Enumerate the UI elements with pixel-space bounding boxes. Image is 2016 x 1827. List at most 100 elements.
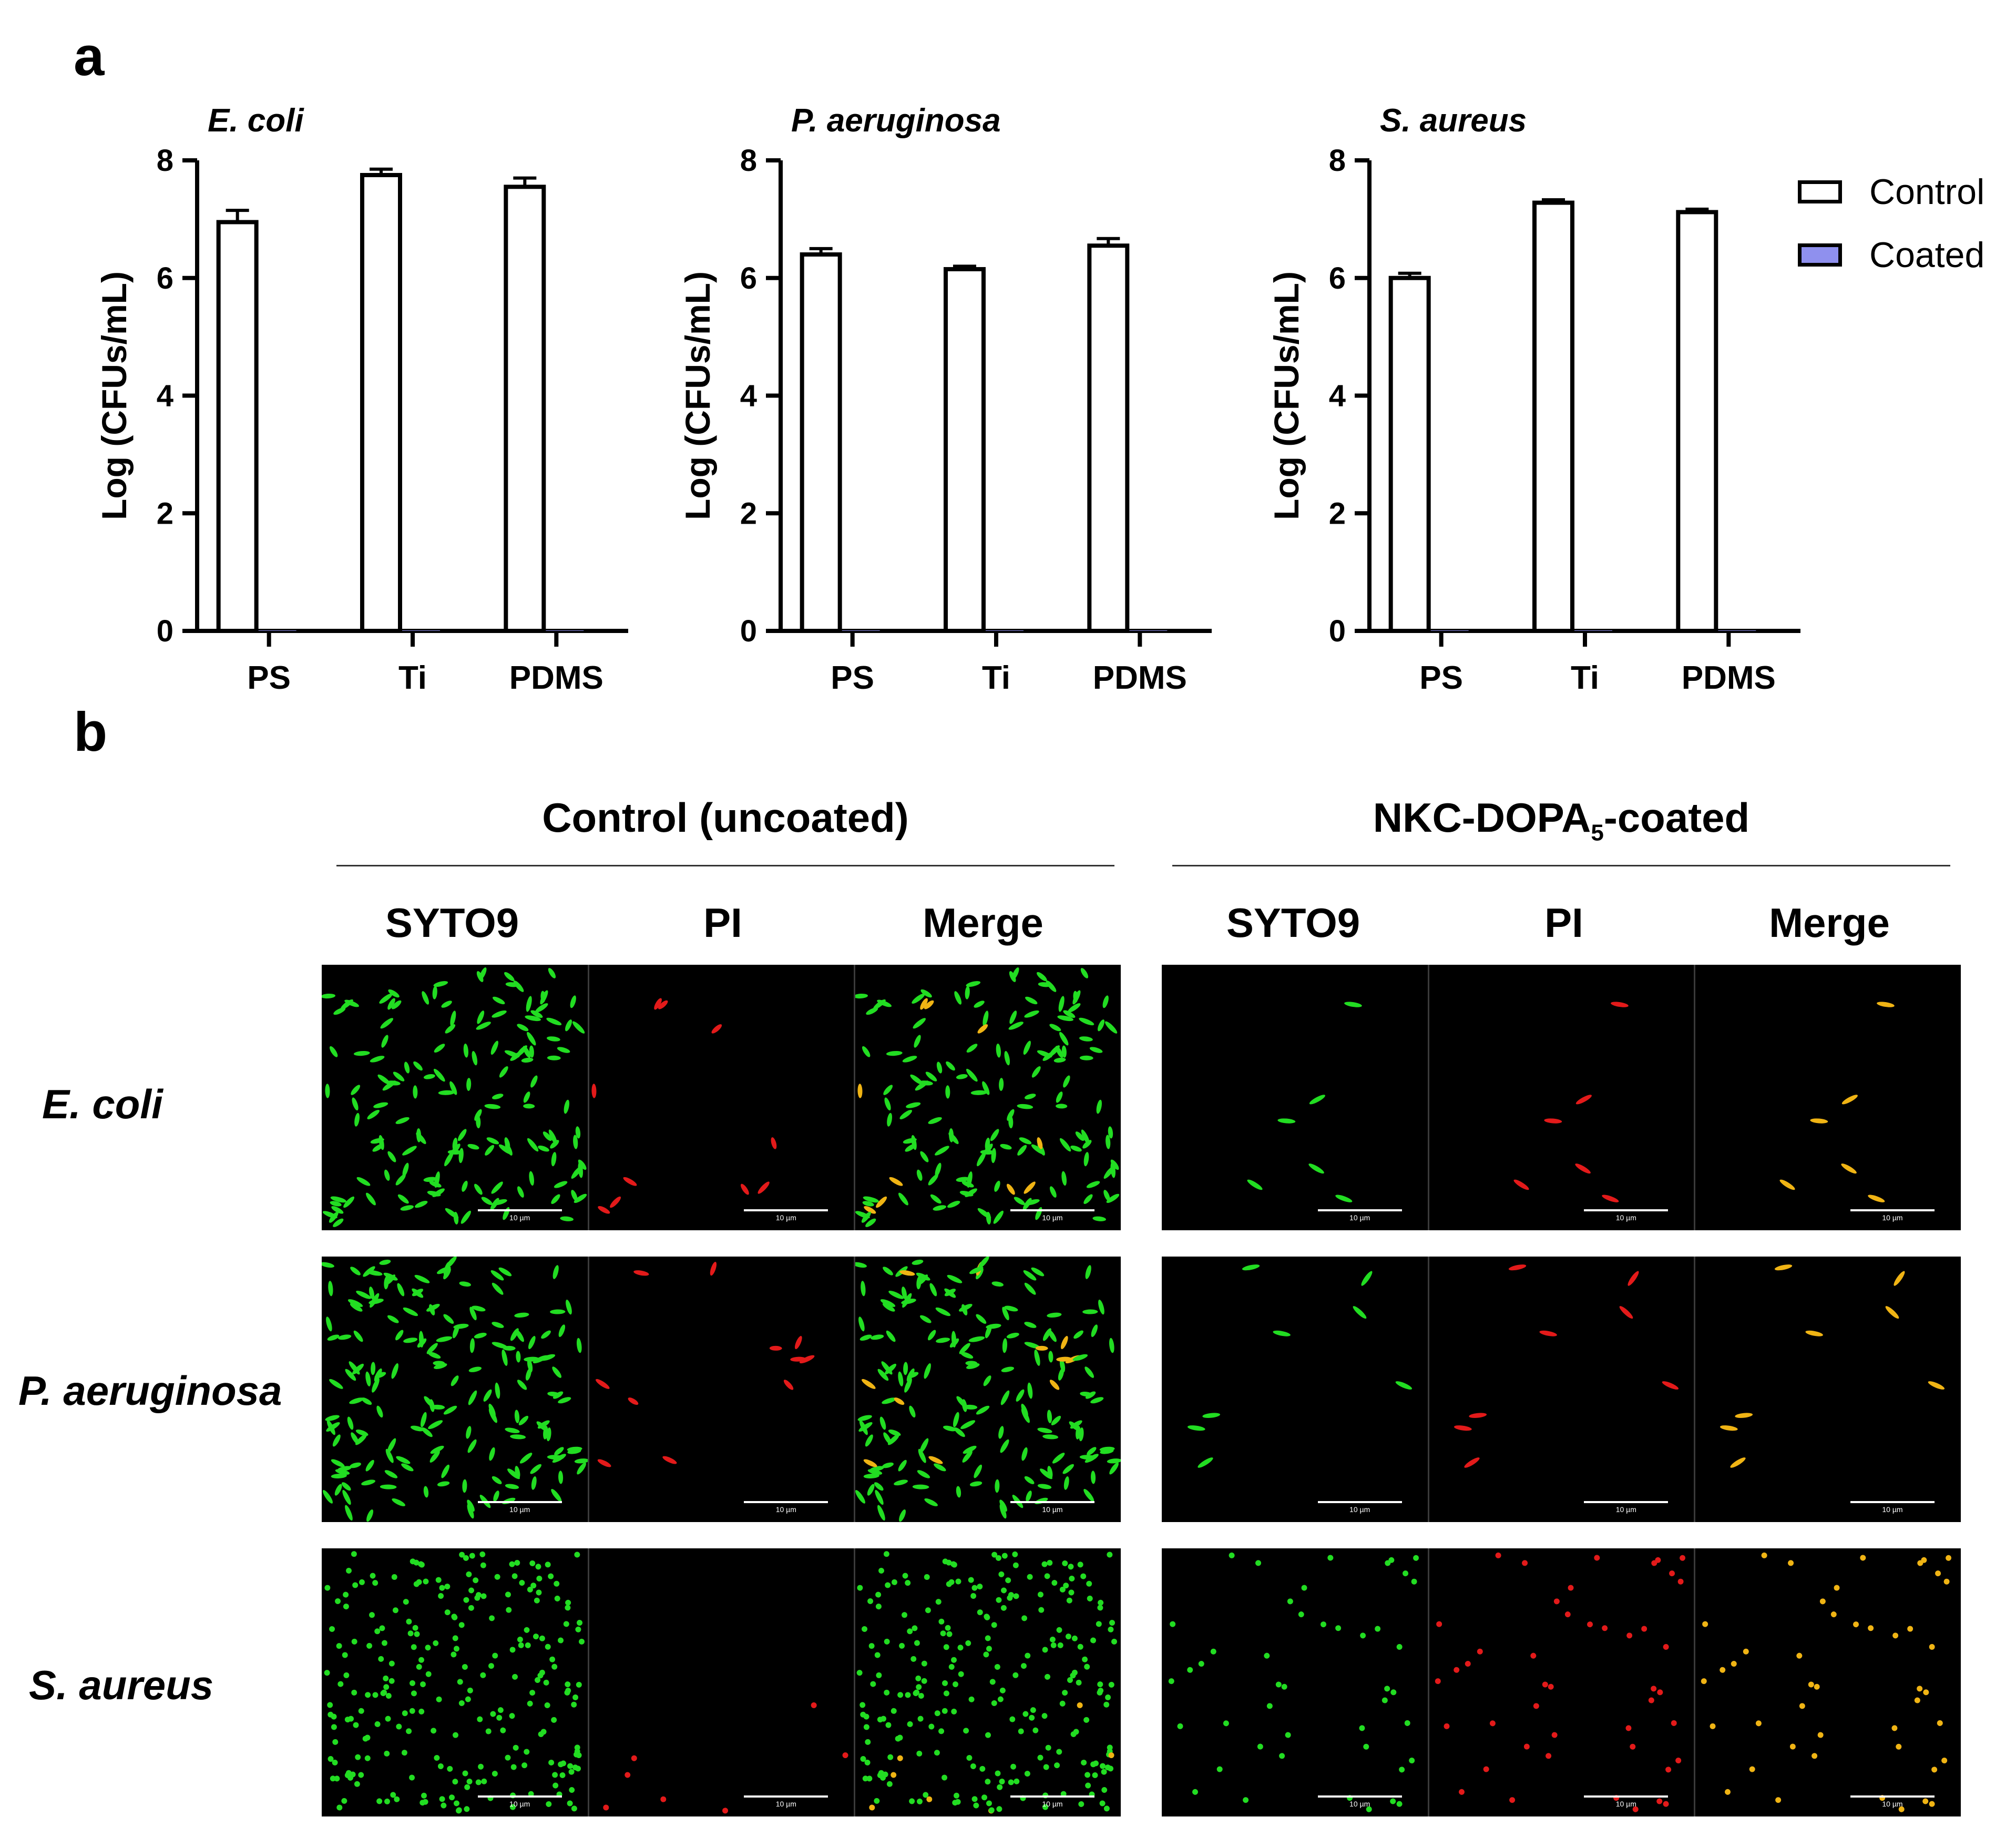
bacterium-cell xyxy=(422,1799,428,1805)
bacterium-cell xyxy=(859,1334,872,1341)
bacterium-cell xyxy=(936,1599,942,1605)
bacterium-cell xyxy=(1243,1797,1249,1803)
bacterium-cell xyxy=(928,1330,936,1341)
bacterium-cell xyxy=(523,1046,531,1058)
bacterium-cell xyxy=(356,1290,372,1299)
bacterium-cell xyxy=(464,1806,470,1812)
bacterium-cell xyxy=(364,1755,371,1761)
bacterium-cell xyxy=(857,1585,863,1591)
bacterium-cell xyxy=(476,1022,491,1030)
bacterium-cell xyxy=(1025,996,1038,1005)
bacterium-cell xyxy=(435,1577,442,1583)
bacterium-cell xyxy=(991,1552,998,1558)
bacterium-cell xyxy=(533,1634,539,1640)
x-tick-label-ps: PS xyxy=(831,660,874,696)
bacterium-cell xyxy=(425,1671,432,1677)
bacterium-cell xyxy=(485,1728,492,1734)
bacterium-cell xyxy=(947,1200,960,1208)
x-tick-label-pdms: PDMS xyxy=(1682,660,1776,696)
bacterium-cell xyxy=(1059,996,1065,1012)
bacterium-cell xyxy=(351,1551,357,1557)
bacterium-cell xyxy=(1915,1697,1921,1703)
bacterium-cell xyxy=(1273,1330,1291,1336)
bacterium-cell xyxy=(1004,1050,1010,1066)
bacterium-cell xyxy=(1079,1036,1093,1042)
bacterium-cell xyxy=(1000,1144,1012,1150)
bacterium-cell xyxy=(576,1681,582,1688)
bar-control-ti xyxy=(1532,200,1574,634)
bacterium-cell xyxy=(413,1085,418,1099)
panel-b-label: b xyxy=(74,701,108,763)
bacterium-cell xyxy=(1619,1306,1633,1319)
bacterium-cell xyxy=(1078,1801,1084,1807)
group-header-coated-suffix: -coated xyxy=(1603,794,1750,841)
bacterium-cell xyxy=(373,1102,388,1108)
bacterium-cell xyxy=(1381,1697,1388,1703)
bacterium-cell xyxy=(322,993,336,999)
bacterium-cell xyxy=(971,1796,978,1802)
bacterium-cell xyxy=(574,1193,587,1203)
bacterium-cell xyxy=(444,1151,454,1167)
bacterium-cell xyxy=(1216,1766,1223,1772)
bacterium-cell xyxy=(403,1338,418,1343)
bacterium-cell xyxy=(869,1804,875,1811)
bacterium-cell xyxy=(1453,1667,1459,1673)
bacterium-cell xyxy=(1024,1010,1040,1018)
bacterium-cell xyxy=(1894,1271,1905,1286)
legend-swatch-control xyxy=(1798,180,1842,203)
bacterium-cell xyxy=(1103,1190,1110,1201)
bacterium-cell xyxy=(420,1412,427,1427)
bacterium-cell xyxy=(985,1779,991,1785)
bacterium-cell xyxy=(1067,1677,1073,1683)
bacterium-cell xyxy=(1023,1270,1037,1281)
bacterium-cell xyxy=(945,1625,951,1631)
panel-separator xyxy=(854,1257,856,1522)
bacterium-cell xyxy=(1545,1753,1551,1759)
bacterium-cell xyxy=(1014,1197,1026,1205)
bacterium-cell xyxy=(1662,1381,1679,1390)
bacterium-cell xyxy=(866,1775,873,1782)
bacterium-cell xyxy=(436,1267,451,1274)
bacterium-cell xyxy=(1050,1636,1056,1642)
bacterium-cell xyxy=(863,1196,879,1203)
bacterium-cell xyxy=(446,1257,457,1269)
bacterium-cell xyxy=(864,1459,877,1467)
bacterium-cell xyxy=(1013,1562,1019,1568)
bacterium-cell xyxy=(653,998,662,1010)
bacterium-cell xyxy=(565,1599,571,1606)
bacterium-cell xyxy=(514,1410,520,1424)
bacterium-cell xyxy=(907,1372,919,1379)
bacterium-cell xyxy=(1626,1632,1632,1639)
bacterium-cell xyxy=(552,1265,559,1279)
bacterium-cell xyxy=(1037,972,1047,982)
x-tick-label-ps: PS xyxy=(1419,660,1463,696)
bacterium-cell xyxy=(1799,1703,1806,1709)
bacterium-cell xyxy=(575,1626,581,1632)
bacterium-cell xyxy=(1935,1570,1941,1577)
micrograph-row-ecoli-control: 10 µm 10 µm 10 µm xyxy=(322,965,1121,1230)
bacterium-cell xyxy=(545,1561,551,1568)
bacterium-cell xyxy=(355,1430,369,1436)
bacterium-cell xyxy=(1922,1798,1929,1804)
bacterium-cell xyxy=(392,1607,398,1614)
scale-bar-label: 10 µm xyxy=(509,1800,530,1808)
bacterium-cell xyxy=(1060,1791,1067,1797)
bacterium-cell xyxy=(962,1181,975,1188)
bacterium-cell xyxy=(887,1112,893,1127)
bacterium-cell xyxy=(1044,1573,1050,1579)
bacterium-cell xyxy=(1051,1580,1058,1586)
bacterium-cell xyxy=(907,1721,913,1727)
bacterium-cell xyxy=(953,1412,959,1427)
bacterium-cell xyxy=(880,1416,886,1430)
bacterium-cell xyxy=(452,1779,458,1785)
bacterium-cell xyxy=(565,1019,572,1032)
bacterium-cell xyxy=(374,1372,386,1379)
bacterium-cell xyxy=(491,1181,503,1194)
bacterium-cell xyxy=(995,1770,1001,1777)
bacterium-cell xyxy=(864,1473,880,1479)
bacterium-cell xyxy=(327,1702,333,1708)
bar-coated-ps xyxy=(1430,630,1469,631)
bacterium-cell xyxy=(1275,1681,1282,1688)
micrograph-row-paer-control: 10 µm 10 µm 10 µm xyxy=(322,1257,1121,1522)
bacterium-cell xyxy=(486,1137,499,1145)
